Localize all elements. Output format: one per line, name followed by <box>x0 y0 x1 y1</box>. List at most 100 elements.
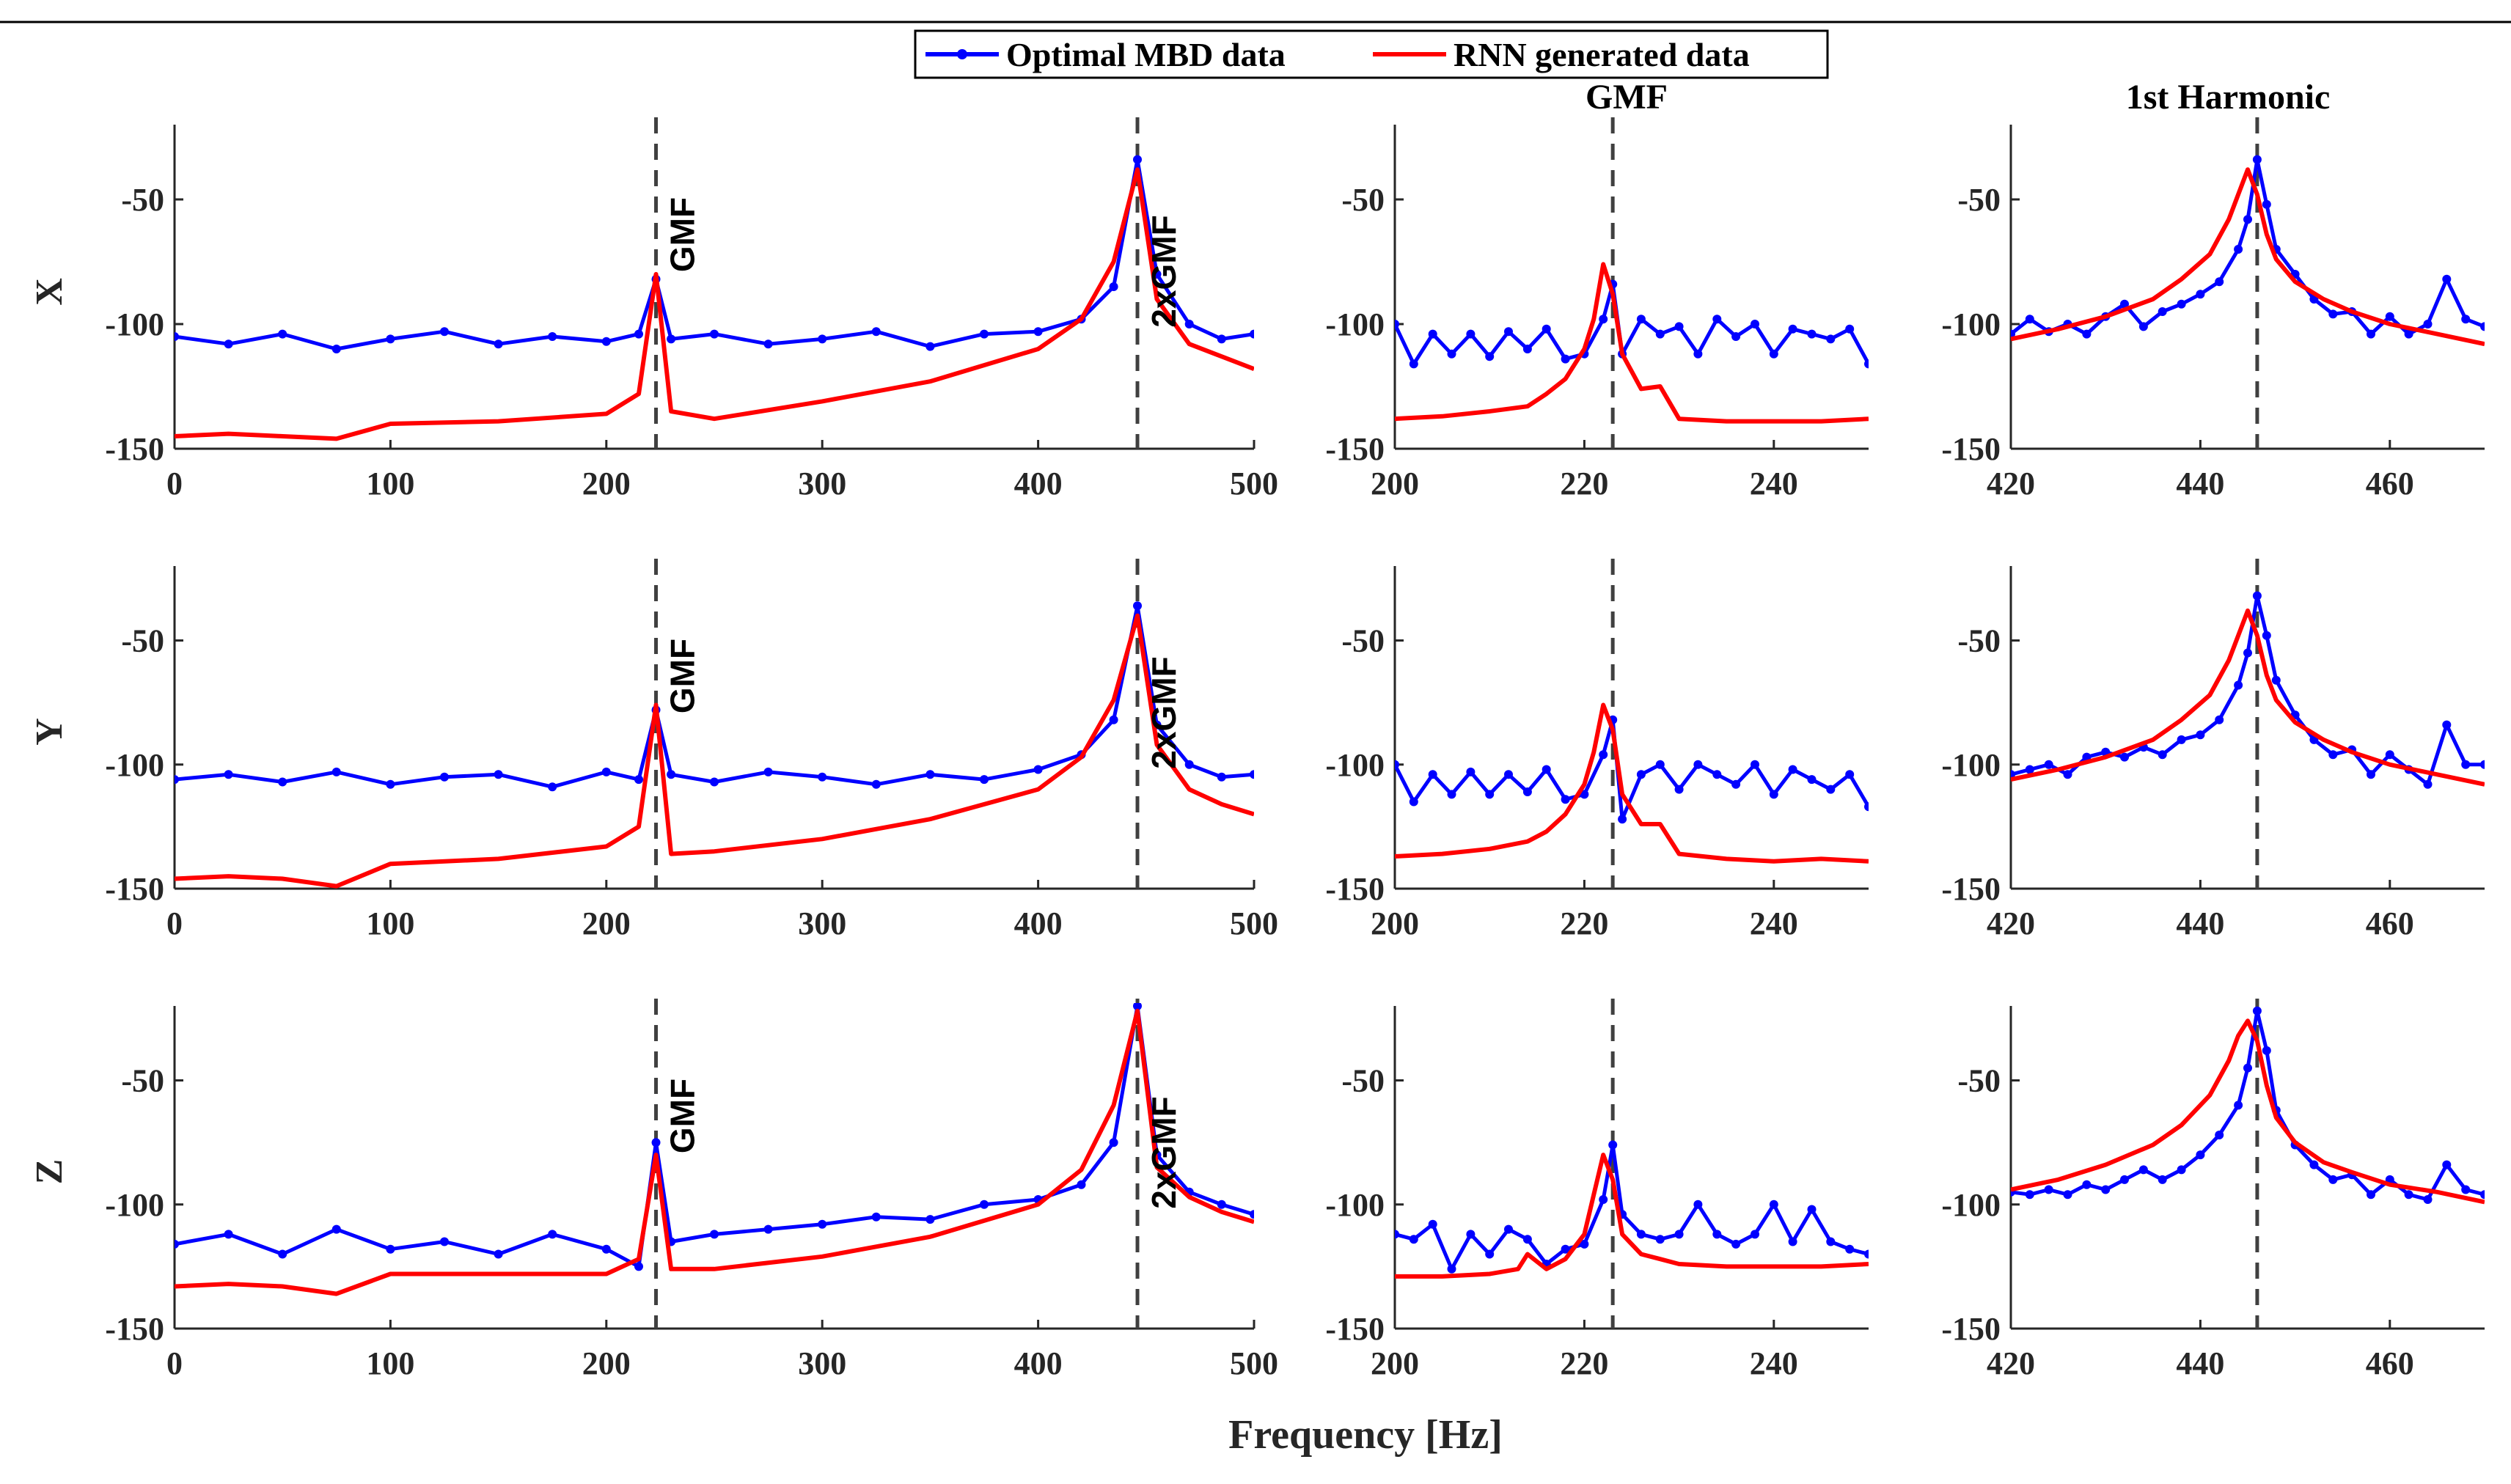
panel-y-harmonic-point-mbd <box>2367 770 2375 779</box>
panel-z-gmf-line-rnn <box>1395 1153 1869 1279</box>
panel-z-full-point-mbd <box>925 1215 935 1224</box>
panel-x-full-point-mbd <box>494 339 503 349</box>
panel-y-harmonic-point-mbd <box>2423 779 2433 789</box>
panel-z-gmf-point-mbd <box>1655 1235 1665 1244</box>
panel-x-harmonic: -150 -100 -50 420 440 460 <box>1941 117 2485 502</box>
panel-x-gmf-point-mbd <box>1751 320 1759 328</box>
panel-y-full-xtick-label: 400 <box>1014 906 1063 941</box>
panel-x-full-xtick-label: 100 <box>366 466 414 502</box>
panel-x-gmf-point-mbd <box>1504 327 1513 337</box>
panel-z-gmf-point-mbd <box>1636 1230 1646 1239</box>
panel-z-full-point-mbd <box>818 1219 827 1229</box>
panel-z-gmf-line-mbd <box>1395 1143 1869 1271</box>
panel-y-gmf-ytick-label: -100 <box>1325 747 1385 783</box>
panel-z-gmf-point-mbd <box>1561 1244 1570 1254</box>
panel-x-gmf-xtick-label: 200 <box>1371 466 1419 502</box>
panel-x-full-point-mbd <box>763 339 773 349</box>
panel-z-full-point-mbd <box>651 1138 661 1147</box>
panel-y-gmf-point-mbd <box>1542 765 1551 774</box>
panel-x-harmonic-point-mbd <box>2262 199 2271 209</box>
panel-y-full-point-mbd <box>440 772 449 782</box>
panel-y-full-xtick-label: 100 <box>366 906 414 941</box>
panel-y-gmf-ytick-label: -150 <box>1325 871 1385 907</box>
panel-z-harmonic-point-mbd <box>2063 1190 2072 1200</box>
panel-x-full-series <box>175 155 1254 441</box>
panel-z-gmf-series <box>1395 1140 1869 1279</box>
panel-z-full-point-mbd <box>1133 1003 1142 1010</box>
panel-y-full-point-mbd <box>1217 772 1226 782</box>
panel-z-gmf-xtick-label: 220 <box>1560 1345 1608 1381</box>
panel-z-harmonic-point-mbd <box>2252 1006 2262 1015</box>
panel-z-harmonic-point-mbd <box>2120 1175 2129 1184</box>
panel-z-harmonic-point-mbd <box>2025 1190 2034 1200</box>
panel-x-full-point-mbd <box>980 329 989 339</box>
panel-z-gmf-point-mbd <box>1693 1200 1703 1209</box>
panel-z-harmonic-point-mbd <box>2158 1175 2167 1184</box>
panel-y-full-point-mbd <box>1184 760 1194 769</box>
panel-y-gmf-point-mbd <box>1485 790 1495 799</box>
panel-x-full-xtick-label: 500 <box>1230 466 1278 502</box>
panel-x-gmf-point-mbd <box>1826 334 1836 344</box>
panel-z-harmonic-point-mbd <box>2461 1185 2471 1194</box>
panel-z-harmonic-point-mbd <box>2196 1150 2205 1160</box>
panel-x-gmf-point-mbd <box>1542 324 1551 334</box>
panel-y-harmonic-line-mbd <box>2011 594 2485 787</box>
panel-z-gmf-xtick-label: 240 <box>1750 1345 1798 1381</box>
panel-y-harmonic-xtick-label: 460 <box>2366 906 2414 941</box>
panel-z-full-point-mbd <box>634 1262 643 1271</box>
panel-y-full-ytick-label: -50 <box>121 623 164 659</box>
panel-y-full-point-mbd <box>494 770 503 779</box>
panel-z-gmf-point-mbd <box>1599 1195 1608 1204</box>
panel-z-harmonic-point-mbd <box>2044 1185 2053 1194</box>
panel-z-gmf-xtick-label: 200 <box>1371 1345 1419 1381</box>
panel-x-harmonic-point-mbd <box>2215 277 2224 287</box>
panel-x-gmf-point-mbd <box>1522 345 1532 353</box>
panel-z-full-line-rnn <box>175 1008 1254 1296</box>
panel-y-harmonic: -150 -100 -50 420 440 460 <box>1941 559 2485 941</box>
panel-y-harmonic-series <box>2011 591 2485 789</box>
panel-x-full-point-mbd <box>818 334 827 344</box>
panel-x-harmonic-ytick-label: -50 <box>1957 182 2001 218</box>
panel-y-full-point-mbd <box>818 772 827 782</box>
panel-x-gmf-point-mbd <box>1655 329 1665 339</box>
panel-z-harmonic-xtick-label: 440 <box>2176 1345 2224 1381</box>
panel-z-gmf-point-mbd <box>1522 1235 1532 1244</box>
panel-y-full-line-rnn <box>175 613 1254 889</box>
panel-x-harmonic-point-mbd <box>2252 155 2262 164</box>
panel-z-full-point-mbd <box>548 1230 557 1239</box>
legend-label-mbd: Optimal MBD data <box>1006 36 1286 73</box>
panel-y-harmonic-point-mbd <box>2442 720 2452 730</box>
panel-x-full-point-mbd <box>386 334 395 344</box>
panel-z-full-annotation-gmf: GMF <box>664 1079 702 1153</box>
panel-z-gmf-point-mbd <box>1864 1249 1869 1259</box>
panel-z-gmf-ytick-label: -100 <box>1325 1187 1385 1223</box>
panel-y-harmonic-line-rnn <box>2011 608 2485 787</box>
panel-y-full-xtick-label: 500 <box>1230 906 1278 941</box>
panel-y-harmonic-point-mbd <box>2120 752 2129 762</box>
panel-z-gmf-point-mbd <box>1751 1230 1759 1239</box>
panel-z-full-point-mbd <box>440 1237 449 1246</box>
panel-y-harmonic-point-mbd <box>2063 770 2072 779</box>
panel-x-gmf-xtick-label: 220 <box>1560 466 1608 502</box>
panel-y-full-point-mbd <box>634 775 643 785</box>
panel-z-full-annotation-2xgmf: 2xGMF <box>1145 1096 1183 1208</box>
panel-z-full-series <box>175 1003 1254 1296</box>
panel-y-full-point-mbd <box>601 767 611 776</box>
panel-y-gmf-point-mbd <box>1618 815 1627 824</box>
panel-y-harmonic-point-mbd <box>2234 680 2243 690</box>
panel-x-full-point-mbd <box>1217 334 1226 344</box>
panel-x-harmonic-point-mbd <box>2138 322 2148 331</box>
panel-y-gmf-point-mbd <box>1751 760 1759 769</box>
panel-z-full-point-mbd <box>980 1200 989 1209</box>
panel-x-gmf-point-mbd <box>1395 320 1399 328</box>
panel-z-full-xtick-label: 500 <box>1230 1345 1278 1381</box>
panel-y-harmonic-point-mbd <box>2262 631 2271 640</box>
panel-y-full-xtick-label: 200 <box>582 906 631 941</box>
panel-x-harmonic-point-mbd <box>2442 274 2452 284</box>
panel-x-gmf-point-mbd <box>1599 315 1608 324</box>
panel-z-gmf-point-mbd <box>1769 1200 1778 1209</box>
panel-z-harmonic-point-mbd <box>2404 1190 2413 1200</box>
panel-y-harmonic-ytick-label: -100 <box>1941 747 2001 783</box>
panel-z-gmf-point-mbd <box>1485 1249 1495 1259</box>
panel-y-gmf-point-mbd <box>1466 767 1476 776</box>
